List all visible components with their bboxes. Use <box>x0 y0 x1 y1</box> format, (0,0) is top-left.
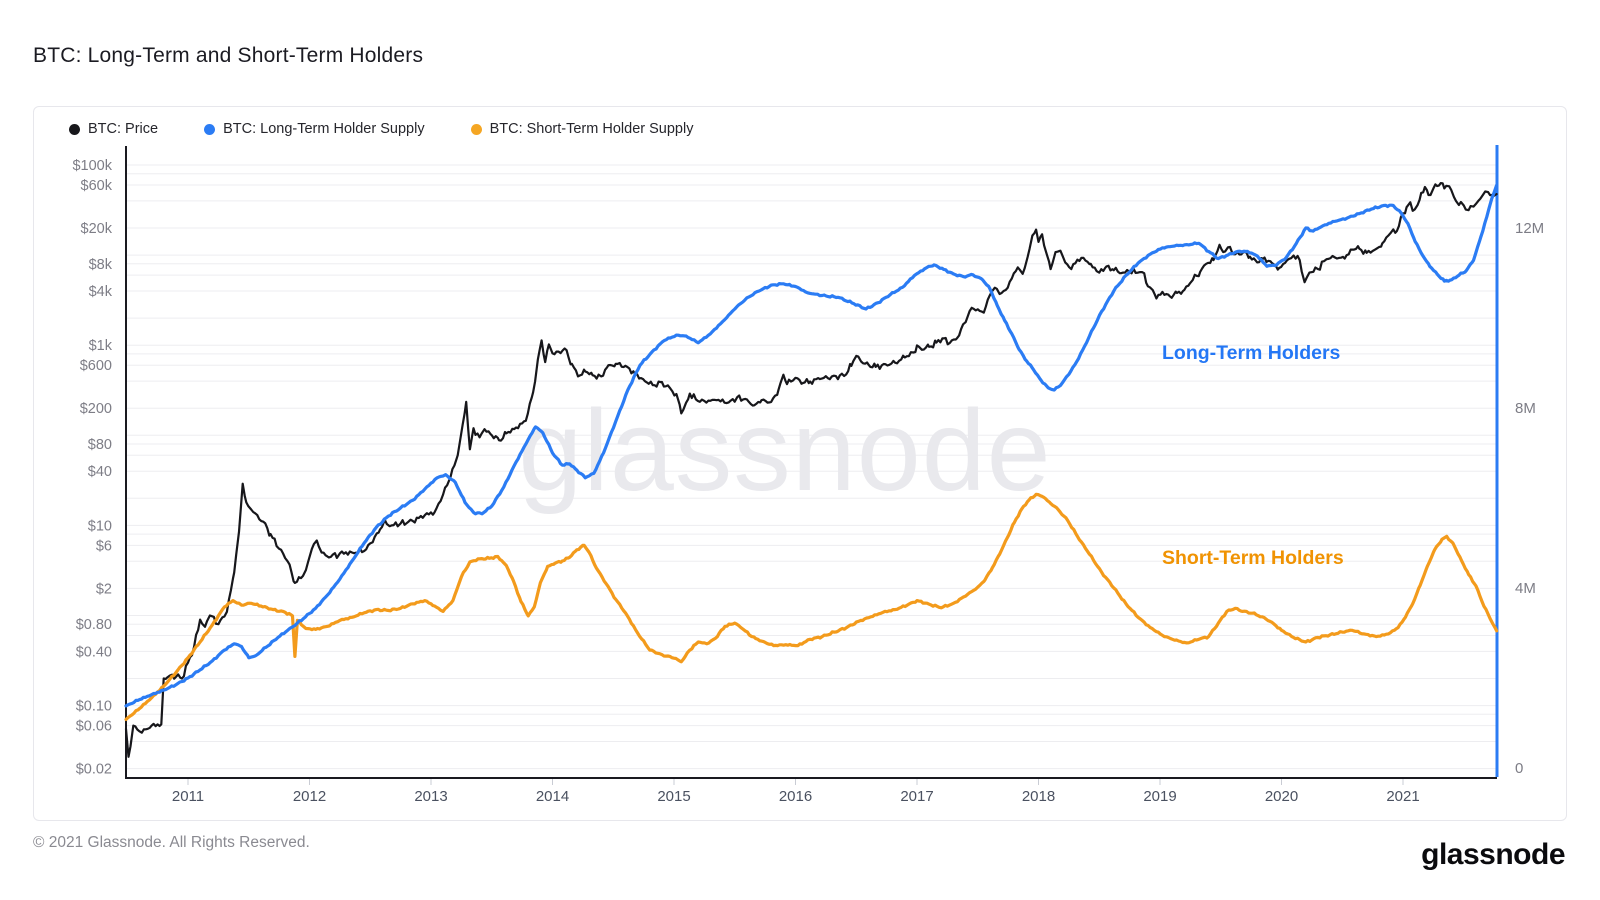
x-axis-year-label: 2021 <box>1386 788 1419 805</box>
copyright-text: © 2021 Glassnode. All Rights Reserved. <box>33 834 310 851</box>
legend-item-lth-supply[interactable]: BTC: Long-Term Holder Supply <box>204 121 425 137</box>
legend-item-price[interactable]: BTC: Price <box>69 121 158 137</box>
price-axis-tick-label: $80 <box>88 437 112 453</box>
x-axis-year-label: 2013 <box>414 788 447 805</box>
price-axis-tick-label: $0.10 <box>76 699 112 715</box>
x-axis-year-label: 2015 <box>657 788 690 805</box>
price-axis-tick-label: $600 <box>80 358 112 374</box>
price-axis-tick-label: $6 <box>96 538 112 554</box>
legend-label: BTC: Price <box>88 121 159 137</box>
supply-axis-tick-label: 4M <box>1515 580 1536 597</box>
x-axis-year-label: 2018 <box>1022 788 1055 805</box>
x-axis-year-label: 2016 <box>779 788 812 805</box>
price-axis-tick-label: $40 <box>88 464 112 480</box>
legend-label: BTC: Long-Term Holder Supply <box>223 121 425 137</box>
price-axis-tick-label: $0.40 <box>76 644 112 660</box>
legend-item-sth-supply[interactable]: BTC: Short-Term Holder Supply <box>470 121 694 137</box>
series-short-term-holders <box>124 492 1499 722</box>
price-axis-tick-label: $4k <box>89 284 113 300</box>
price-axis-tick-label: $0.80 <box>76 617 112 633</box>
price-axis-tick-label: $8k <box>89 257 113 273</box>
price-axis-tick-label: $0.02 <box>76 762 112 778</box>
legend-label: BTC: Short-Term Holder Supply <box>489 121 694 137</box>
x-axis-year-label: 2014 <box>536 788 569 805</box>
sth-legend-dot-icon <box>470 123 482 135</box>
series-long-term-holders <box>124 183 1499 708</box>
annotation-label: Long-Term Holders <box>1162 342 1341 364</box>
price-axis-tick-label: $0.06 <box>76 719 112 735</box>
annotation-label: Short-Term Holders <box>1162 547 1344 569</box>
chart-legend: BTC: Price BTC: Long-Term Holder Supply … <box>69 121 693 137</box>
price-axis-tick-label: $200 <box>80 401 112 417</box>
x-axis-year-label: 2012 <box>293 788 326 805</box>
x-axis-year-label: 2020 <box>1265 788 1298 805</box>
price-axis-tick-label: $100k <box>72 158 112 174</box>
glassnode-logo[interactable]: glassnode <box>1421 838 1565 871</box>
x-axis-year-label: 2017 <box>900 788 933 805</box>
price-axis-tick-label: $1k <box>89 338 113 354</box>
x-axis-year-label: 2019 <box>1143 788 1176 805</box>
price-legend-dot-icon <box>69 123 80 135</box>
supply-axis-tick-label: 8M <box>1515 400 1536 417</box>
lth-legend-dot-icon <box>204 123 216 135</box>
glassnode-watermark: glassnode <box>518 387 1051 515</box>
supply-axis-tick-label: 12M <box>1515 220 1544 237</box>
page-title: BTC: Long-Term and Short-Term Holders <box>33 44 424 67</box>
chart-card <box>33 106 1567 821</box>
supply-axis-tick-label: 0 <box>1515 760 1523 777</box>
price-axis-tick-label: $2 <box>96 581 112 597</box>
price-axis-tick-label: $60k <box>81 178 113 194</box>
price-axis-tick-label: $10 <box>88 518 112 534</box>
x-axis-year-label: 2011 <box>172 788 204 805</box>
price-axis-tick-label: $20k <box>81 221 113 237</box>
